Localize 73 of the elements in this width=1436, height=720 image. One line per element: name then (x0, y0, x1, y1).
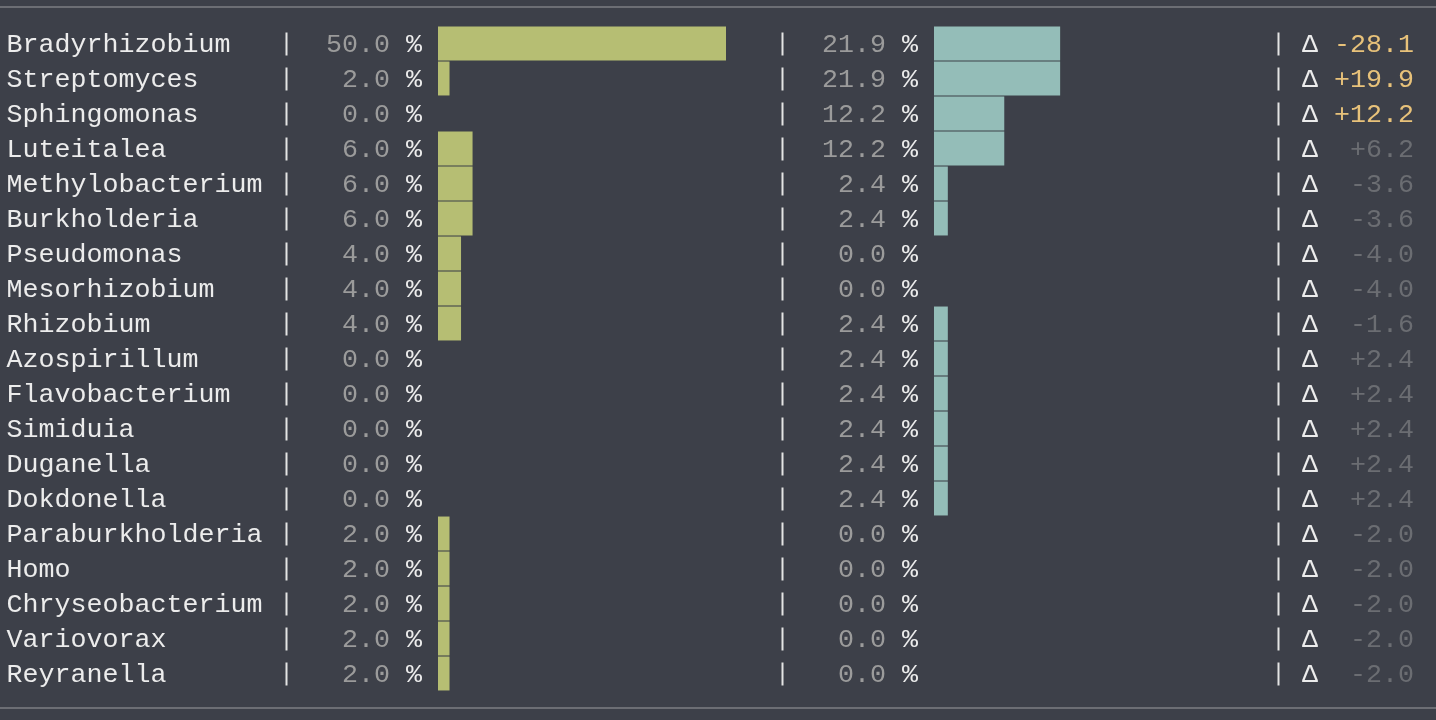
bar (438, 271, 462, 306)
y-tick-label: Paraburkholderia (6, 519, 263, 550)
y-tick-label: Chryseobacterium (6, 589, 263, 620)
y-tick-label: Rhizobium (6, 309, 151, 340)
bar (438, 26, 726, 61)
y-tick-label: Methylobacterium (6, 169, 263, 200)
y-tick-label: Reyranella (6, 659, 167, 690)
bar (438, 131, 473, 166)
data-label: 12.2 % (822, 99, 919, 130)
bar (438, 586, 450, 621)
data-label: 2.4 % (838, 414, 919, 445)
data-label: 2.4 % (838, 449, 919, 480)
data-label: 2.0 % (342, 659, 423, 690)
data-label: 2.4 % (838, 204, 919, 235)
y-tick-label: Azospirillum (6, 344, 199, 375)
y-tick-label: Streptomyces (6, 64, 199, 95)
data-label: 2.0 % (342, 519, 423, 550)
data-label: 2.0 % (342, 589, 423, 620)
data-label: 4.0 % (342, 239, 423, 270)
data-label: 2.4 % (838, 344, 919, 375)
bar (438, 166, 473, 201)
data-label: 4.0 % (342, 274, 423, 305)
y-tick-label: Flavobacterium (6, 379, 231, 410)
data-label: 0.0 % (838, 624, 919, 655)
data-label: 0.0 % (838, 659, 919, 690)
data-label: 2.4 % (838, 169, 919, 200)
data-label: 6.0 % (342, 204, 423, 235)
data-label: 0.0 % (342, 344, 423, 375)
data-label: 50.0 % (326, 29, 423, 60)
data-label: 2.0 % (342, 624, 423, 655)
bar (438, 621, 450, 656)
y-tick-label: Luteitalea (6, 134, 167, 165)
data-label: 2.0 % (342, 554, 423, 585)
text: Δ -28.1 (1302, 29, 1414, 60)
bar (438, 551, 450, 586)
data-label: 0.0 % (838, 554, 919, 585)
bar (438, 516, 450, 551)
data-label: 0.0 % (838, 589, 919, 620)
y-tick-label: Duganella (6, 449, 151, 480)
data-label: 6.0 % (342, 169, 423, 200)
text: Δ +12.2 (1302, 99, 1414, 130)
y-tick-label: Simiduia (6, 414, 135, 445)
data-label: 4.0 % (342, 309, 423, 340)
bar (438, 61, 450, 96)
y-tick-label: Pseudomonas (6, 239, 183, 270)
data-label: 0.0 % (342, 414, 423, 445)
y-tick-label: Mesorhizobium (6, 274, 215, 305)
data-label: 21.9 % (822, 29, 919, 60)
bar (438, 306, 462, 341)
data-label: 0.0 % (342, 484, 423, 515)
data-label: 12.2 % (822, 134, 919, 165)
bar (438, 201, 473, 236)
data-label: 0.0 % (838, 239, 919, 270)
data-label: 0.0 % (342, 99, 423, 130)
data-label: 0.0 % (342, 449, 423, 480)
data-label: 2.4 % (838, 379, 919, 410)
data-label: 6.0 % (342, 134, 423, 165)
bar (438, 656, 450, 691)
data-label: 0.0 % (838, 274, 919, 305)
y-tick-label: Bradyrhizobium (6, 29, 231, 60)
y-tick-label: Sphingomonas (6, 99, 199, 130)
bar (438, 236, 462, 271)
text: Δ +19.9 (1302, 64, 1414, 95)
data-label: 2.4 % (838, 484, 919, 515)
y-tick-label: Homo (6, 554, 71, 585)
data-label: 0.0 % (838, 519, 919, 550)
data-label: 2.4 % (838, 309, 919, 340)
y-tick-label: Dokdonella (6, 484, 167, 515)
y-tick-label: Burkholderia (6, 204, 199, 235)
data-label: 0.0 % (342, 379, 423, 410)
y-tick-label: Variovorax (6, 624, 167, 655)
data-label: 2.0 % (342, 64, 423, 95)
data-label: 21.9 % (822, 64, 919, 95)
